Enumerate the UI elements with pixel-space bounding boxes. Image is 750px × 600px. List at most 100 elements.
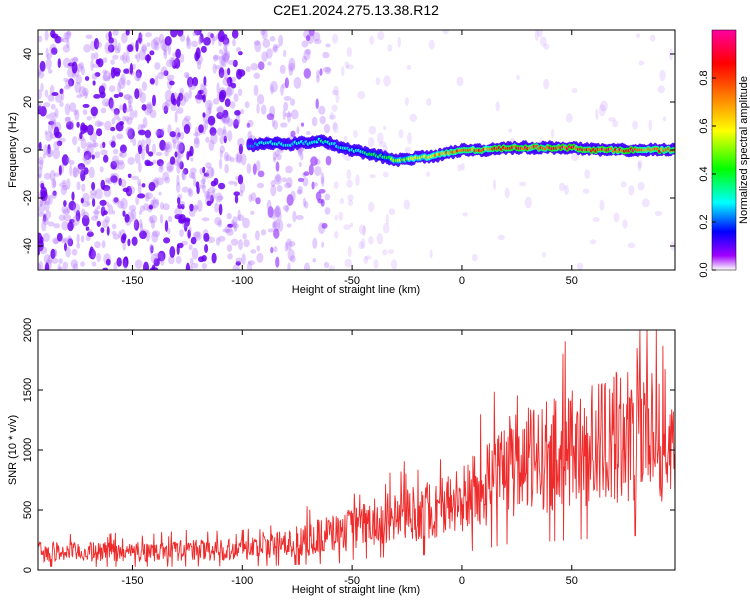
noise-speckle — [219, 72, 224, 79]
noise-speckle — [67, 221, 74, 232]
noise-speckle — [135, 195, 140, 206]
noise-speckle — [303, 49, 311, 61]
noise-speckle — [113, 109, 120, 121]
noise-speckle — [187, 229, 191, 239]
noise-speckle — [42, 153, 47, 159]
noise-speckle — [288, 57, 296, 70]
noise-speckle — [233, 119, 241, 125]
noise-speckle — [107, 44, 115, 53]
noise-speckle — [159, 139, 167, 151]
noise-speckle — [129, 134, 133, 143]
noise-speckle — [138, 162, 142, 173]
noise-speckle — [331, 89, 339, 96]
x-tick-label: -150 — [121, 275, 143, 287]
noise-speckle — [77, 163, 86, 170]
noise-speckle — [103, 70, 111, 82]
noise-speckle — [179, 161, 184, 170]
noise-speckle — [50, 248, 56, 259]
noise-speckle — [63, 77, 69, 82]
noise-speckle — [154, 62, 161, 70]
noise-speckle — [241, 253, 246, 265]
noise-speckle — [257, 170, 265, 178]
noise-speckle — [373, 259, 379, 269]
noise-speckle — [66, 206, 70, 214]
noise-speckle — [287, 62, 296, 72]
noise-speckle — [84, 91, 88, 99]
noise-speckle — [176, 107, 184, 114]
noise-speckle — [301, 55, 308, 64]
noise-speckle — [297, 177, 305, 183]
noise-speckle — [117, 161, 125, 170]
noise-speckle — [595, 108, 599, 121]
noise-speckle — [287, 110, 291, 123]
noise-speckle — [227, 130, 233, 142]
noise-speckle — [290, 130, 296, 137]
noise-speckle — [194, 137, 200, 149]
noise-speckle — [335, 93, 340, 103]
noise-speckle — [223, 44, 228, 53]
noise-speckle — [269, 36, 276, 42]
noise-speckle — [226, 228, 234, 236]
noise-speckle — [184, 115, 191, 122]
noise-speckle — [286, 177, 293, 188]
noise-speckle — [543, 43, 550, 50]
noise-speckle — [67, 238, 74, 247]
noise-speckle — [227, 60, 236, 65]
noise-speckle — [148, 216, 154, 224]
noise-speckle — [378, 141, 387, 148]
noise-speckle — [46, 114, 51, 119]
noise-speckle — [113, 108, 120, 115]
noise-speckle — [202, 166, 206, 174]
noise-speckle — [312, 237, 318, 249]
noise-speckle — [42, 217, 49, 225]
noise-speckle — [227, 118, 234, 127]
noise-speckle — [152, 94, 156, 107]
noise-speckle — [162, 171, 170, 181]
noise-speckle — [334, 231, 339, 239]
noise-speckle — [127, 127, 131, 139]
noise-speckle — [38, 101, 42, 113]
noise-speckle — [270, 84, 274, 95]
noise-speckle — [229, 157, 235, 163]
noise-speckle — [45, 210, 52, 219]
colorbar-tick-label: 0.6 — [698, 118, 710, 133]
noise-speckle — [225, 86, 232, 98]
noise-speckle — [110, 67, 116, 79]
noise-speckle — [60, 184, 67, 196]
noise-speckle — [163, 70, 169, 76]
noise-speckle — [565, 113, 573, 123]
noise-speckle — [287, 262, 291, 270]
noise-speckle — [215, 236, 221, 246]
noise-speckle — [108, 97, 114, 109]
noise-speckle — [104, 216, 111, 223]
noise-speckle — [347, 194, 354, 201]
noise-speckle — [185, 73, 190, 79]
noise-speckle — [236, 214, 245, 222]
noise-speckle — [321, 241, 325, 248]
noise-speckle — [144, 192, 150, 202]
noise-speckle — [426, 98, 432, 107]
noise-speckle — [211, 189, 216, 200]
noise-speckle — [156, 130, 161, 135]
noise-speckle — [111, 223, 117, 230]
noise-speckle — [324, 67, 332, 75]
noise-speckle — [66, 39, 70, 49]
noise-speckle — [159, 202, 165, 210]
noise-speckle — [266, 48, 273, 59]
noise-speckle — [368, 201, 375, 213]
noise-speckle — [286, 194, 294, 206]
noise-speckle — [111, 172, 119, 184]
noise-speckle — [136, 70, 140, 81]
noise-speckle — [193, 177, 197, 187]
noise-speckle — [333, 181, 339, 190]
y-tick-label: 40 — [22, 48, 34, 60]
noise-speckle — [260, 30, 266, 36]
snr-series — [38, 330, 675, 567]
noise-speckle — [170, 92, 175, 105]
noise-speckle — [176, 181, 181, 193]
noise-speckle — [107, 204, 114, 215]
noise-speckle — [192, 231, 201, 239]
noise-speckle — [81, 208, 86, 217]
noise-speckle — [167, 165, 174, 172]
noise-speckle — [128, 204, 137, 212]
